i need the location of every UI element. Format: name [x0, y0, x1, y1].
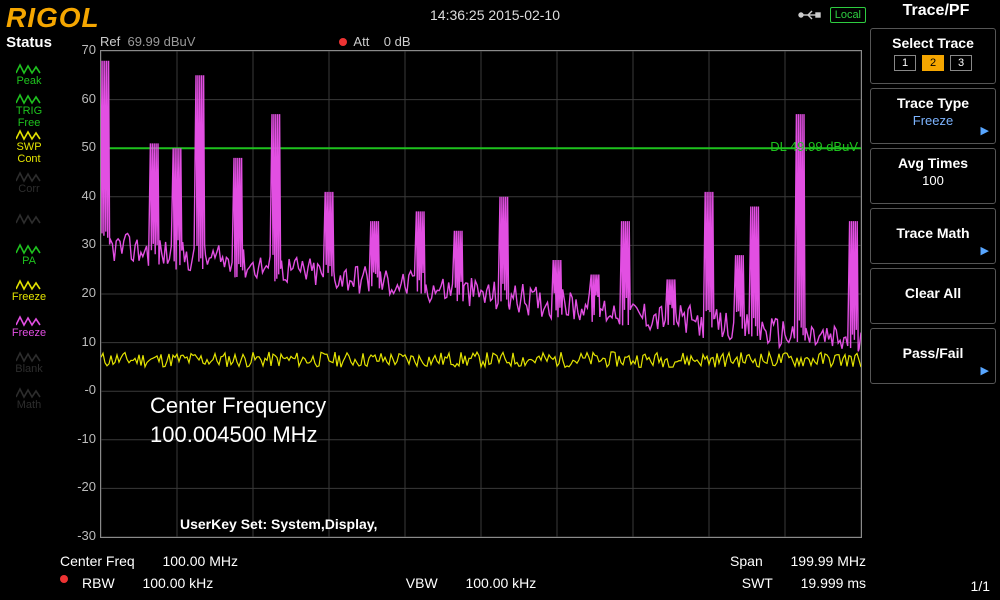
ytick-label: 60	[60, 91, 96, 106]
ytick-label: 40	[60, 188, 96, 203]
softkey-label: Pass/Fail	[877, 345, 989, 361]
ytick-label: -10	[60, 431, 96, 446]
ref-label: Ref	[100, 34, 120, 49]
status-gt	[2, 201, 56, 237]
spectrum-plot: Ref 69.99 dBuV Att 0 dB DL 49.99 dBuV Ce…	[60, 32, 866, 546]
ytick-label: -30	[60, 528, 96, 543]
usb-icon	[798, 8, 822, 22]
status-freeze2: Freeze	[2, 309, 56, 345]
softkey-label: Select Trace	[877, 35, 989, 51]
datetime-label: 14:36:25 2015-02-10	[430, 7, 560, 23]
status-trig: TRIGFree	[2, 93, 56, 129]
softkey-label: Trace Math	[877, 225, 989, 241]
softkey-label: Trace Type	[877, 95, 989, 111]
chevron-right-icon: ▶	[981, 244, 989, 257]
span-label: Span	[730, 553, 763, 569]
status-freeze1: Freeze	[2, 273, 56, 309]
cf-line1: Center Frequency	[150, 392, 326, 421]
rbw-label: RBW	[82, 575, 115, 591]
status-corr: Corr	[2, 165, 56, 201]
ytick-label: 70	[60, 42, 96, 57]
softkey-trace-type[interactable]: Trace Type Freeze ▶	[870, 88, 996, 144]
softkey-select-trace[interactable]: Select Trace 123	[870, 28, 996, 84]
ytick-label: 10	[60, 334, 96, 349]
cf-label: Center Freq	[60, 553, 135, 569]
swt-label: SWT	[742, 575, 773, 591]
softkey-value: Freeze	[877, 113, 989, 128]
plot-svg	[101, 51, 861, 537]
chevron-right-icon: ▶	[981, 124, 989, 137]
ytick-label: 20	[60, 285, 96, 300]
vbw-value: 100.00 kHz	[465, 575, 536, 591]
att-marker-icon	[339, 38, 347, 46]
softkey-label: Avg Times	[877, 155, 989, 171]
softkey-column: Select Trace 123 Trace Type Freeze ▶ Avg…	[870, 28, 996, 570]
cf-line2: 100.004500 MHz	[150, 421, 326, 450]
chevron-right-icon: ▶	[981, 364, 989, 377]
status-header: Status	[2, 34, 56, 51]
rbw-marker-icon	[60, 575, 68, 583]
vbw-label: VBW	[406, 575, 438, 591]
center-frequency-block: Center Frequency 100.004500 MHz	[150, 392, 326, 449]
softkey-trace-math[interactable]: Trace Math ▶	[870, 208, 996, 264]
page-indicator: 1/1	[971, 578, 990, 594]
ytick-label: -0	[60, 382, 96, 397]
brand-logo: RIGOL	[6, 2, 100, 34]
ref-row: Ref 69.99 dBuV Att 0 dB	[100, 32, 862, 50]
top-bar: 14:36:25 2015-02-10 Local	[120, 4, 870, 26]
softkey-pass-fail[interactable]: Pass/Fail ▶	[870, 328, 996, 384]
trace-chip-1[interactable]: 1	[894, 55, 916, 71]
status-swp: SWPCont	[2, 129, 56, 165]
swt-value: 19.999 ms	[801, 575, 866, 591]
ref-value: 69.99 dBuV	[127, 34, 195, 49]
span-value: 199.99 MHz	[791, 553, 866, 569]
userkey-text: UserKey Set: System,Display,	[180, 516, 377, 532]
ytick-label: -20	[60, 479, 96, 494]
status-blank: Blank	[2, 345, 56, 381]
status-pa: PA	[2, 237, 56, 273]
status-math: Math	[2, 381, 56, 417]
status-peak: Peak	[2, 57, 56, 93]
softkey-clear-all[interactable]: Clear All	[870, 268, 996, 324]
bottom-readout: Center Freq 100.00 MHz Span 199.99 MHz R…	[60, 550, 866, 596]
ytick-label: 30	[60, 236, 96, 251]
softkey-avg-times[interactable]: Avg Times 100	[870, 148, 996, 204]
trace-chip-3[interactable]: 3	[950, 55, 972, 71]
status-column: Status PeakTRIGFreeSWPContCorrPAFreezeFr…	[2, 34, 56, 570]
local-badge: Local	[830, 7, 866, 23]
att-value: 0 dB	[384, 34, 411, 49]
ytick-label: 50	[60, 139, 96, 154]
rbw-value: 100.00 kHz	[142, 575, 213, 591]
plot-area	[100, 50, 862, 538]
dl-label: DL 49.99 dBuV	[770, 139, 858, 154]
softkey-value: 100	[877, 173, 989, 188]
softkey-label: Clear All	[877, 285, 989, 301]
trace-chip-2[interactable]: 2	[922, 55, 944, 71]
cf-value: 100.00 MHz	[162, 553, 237, 569]
att-label: Att	[353, 34, 369, 49]
menu-title: Trace/PF	[876, 2, 996, 20]
